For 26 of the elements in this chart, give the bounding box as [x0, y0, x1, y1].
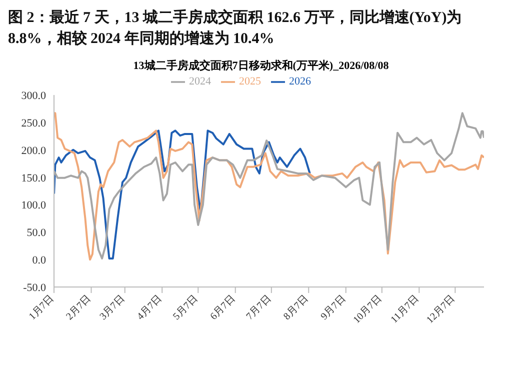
- y-tick-label: 0.0: [32, 254, 46, 267]
- y-tick-label: 50.0: [26, 227, 46, 240]
- x-tick-label: 8月7日: [282, 293, 311, 322]
- x-tick-label: 7月7日: [244, 293, 274, 322]
- y-tick-label: 200.0: [21, 144, 46, 157]
- y-tick-label: -50.0: [23, 282, 46, 294]
- legend-label: 2025: [239, 76, 261, 88]
- line-series: [54, 130, 311, 260]
- y-tick-label: 100.0: [21, 200, 46, 212]
- x-tick-label: 6月7日: [208, 293, 238, 322]
- chart-title: 图 2：最近 7 天，13 城二手房成交面积 162.6 万平，同比增速(YoY)为 8.8%，相较 2024 年同期的增速为 10.4%: [8, 10, 462, 47]
- x-tick-label: 10月7日: [352, 293, 384, 326]
- legend-label: 2024: [189, 76, 211, 88]
- x-tick-label: 5月7日: [171, 293, 200, 322]
- x-tick-label: 4月7日: [135, 293, 164, 322]
- x-tick-label: 11月7日: [388, 293, 422, 326]
- x-tick-label: 12月7日: [424, 293, 458, 326]
- legend-label: 2026: [289, 76, 311, 88]
- x-tick-label: 2月7日: [64, 293, 94, 322]
- y-tick-label: 150.0: [21, 172, 46, 184]
- x-tick-label: 1月7日: [27, 293, 56, 322]
- y-tick-label: 300.0: [21, 90, 46, 102]
- y-tick-label: 250.0: [21, 117, 46, 130]
- chart-subtitle: 13城二手房成交面积7日移动求和(万平米)_2026/08/08: [132, 58, 390, 73]
- x-tick-label: 3月7日: [98, 293, 127, 322]
- x-tick-label: 9月7日: [319, 293, 348, 322]
